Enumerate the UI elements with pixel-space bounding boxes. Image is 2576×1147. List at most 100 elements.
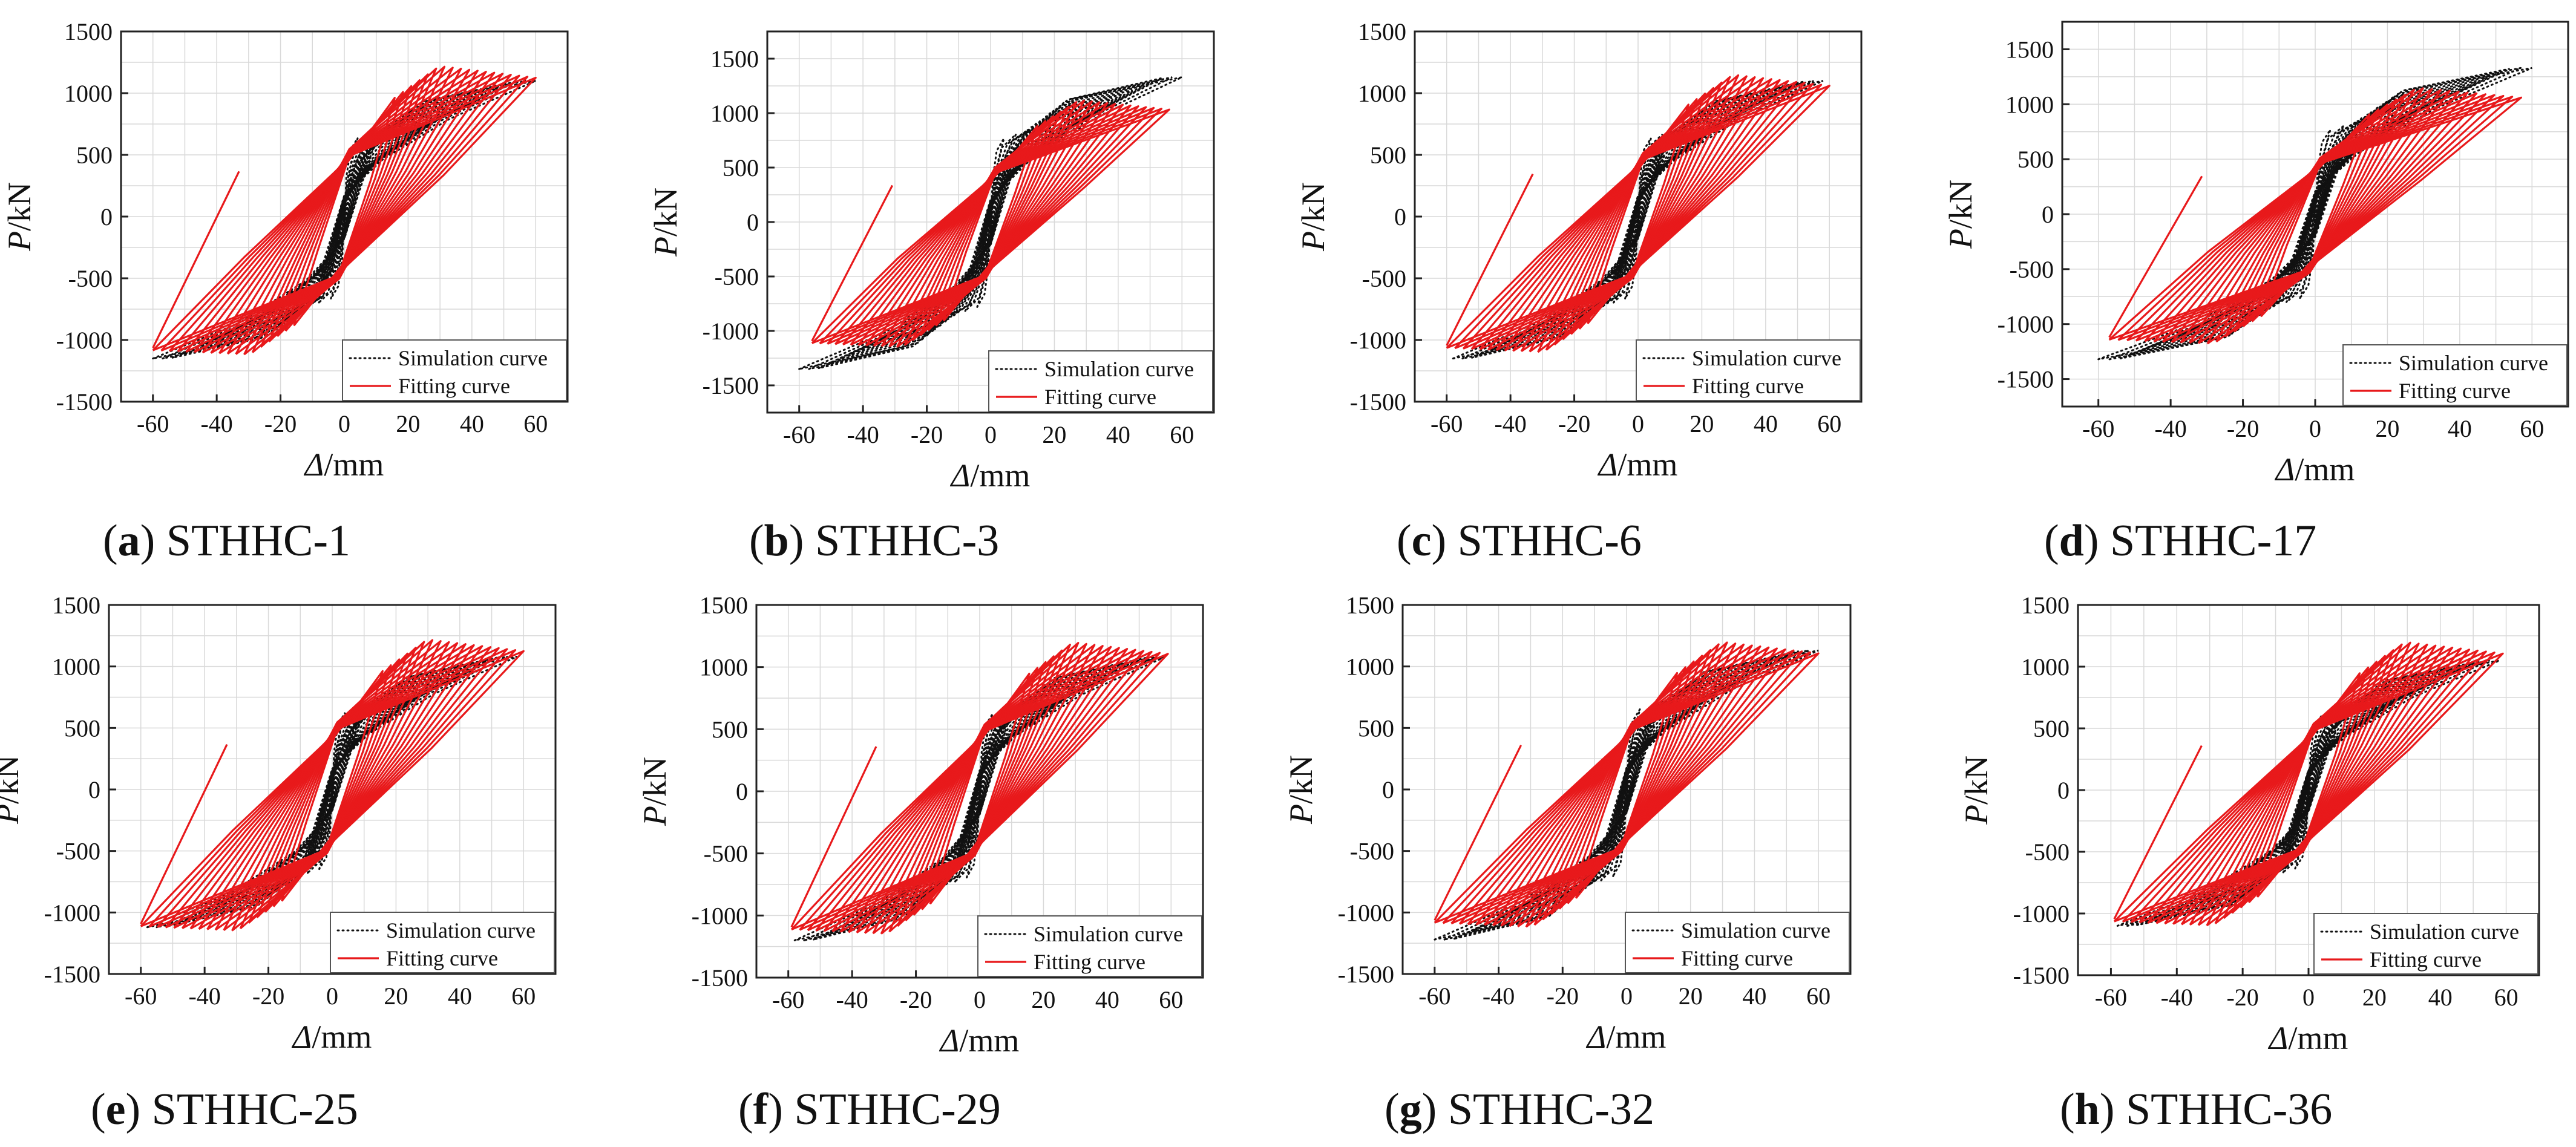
x-tick-label: 60 — [1170, 421, 1194, 448]
legend: Simulation curve Fitting curve — [988, 350, 1213, 412]
legend-simulation-label: Simulation curve — [1044, 357, 1194, 381]
legend-box — [2313, 913, 2538, 975]
y-axis-label: P/kN — [1283, 755, 1319, 825]
x-tick-label: -40 — [847, 421, 879, 448]
simulation-loop — [2136, 660, 2480, 926]
fitting-tail — [140, 743, 228, 924]
y-tick-label: -1500 — [44, 961, 100, 988]
y-tick-label: -500 — [704, 840, 748, 868]
panel-caption: (d) STHHC-17 — [2044, 516, 2316, 566]
y-tick-label: 500 — [723, 154, 759, 181]
panel-letter: d — [2059, 516, 2084, 566]
legend: Simulation curve Fitting curve — [342, 339, 567, 401]
x-tick-label: 20 — [2375, 415, 2399, 442]
axis-ticks: -60 -40 -20 0 20 40 60 -1500 -1000 -500 0 500 1000 15… — [56, 18, 548, 437]
simulation-loop — [2153, 80, 2477, 347]
fitting-loop — [1446, 85, 1830, 349]
x-axis-label: Δ/mm — [1598, 446, 1678, 483]
y-axis-unit: /kN — [1942, 180, 1979, 229]
legend-box — [1636, 339, 1861, 401]
fitting-tail — [790, 746, 877, 928]
x-tick-label: -60 — [137, 410, 169, 437]
curves — [140, 639, 525, 932]
y-tick-label: 500 — [1370, 142, 1406, 169]
simulation-loop — [1624, 137, 1652, 299]
fitting-tail — [1446, 173, 1534, 346]
x-tick-label: 60 — [1159, 986, 1183, 1013]
simulation-loop — [202, 92, 487, 347]
legend-simulation-label: Simulation curve — [2399, 351, 2548, 375]
y-tick-label: -1500 — [703, 372, 759, 399]
y-tick-label: -1000 — [1338, 899, 1394, 926]
y-axis-symbol: P — [637, 806, 673, 826]
fitting-loop — [811, 108, 1170, 344]
curves — [1434, 641, 1820, 941]
y-tick-label: -1000 — [703, 318, 759, 345]
panel-caption: (a) STHHC-1 — [103, 516, 350, 566]
x-axis-unit: /mm — [1606, 1019, 1666, 1055]
curves — [798, 76, 1182, 370]
simulation-loop — [1461, 80, 1814, 360]
x-tick-label: -20 — [2226, 984, 2258, 1011]
x-tick-label: 20 — [2362, 984, 2387, 1011]
panel-letter: a — [118, 516, 140, 566]
axis-ticks: -60 -40 -20 0 20 40 60 -1500 -1000 -500 0 500 1000 15… — [692, 592, 1184, 1013]
y-axis-symbol: P — [647, 237, 684, 257]
legend-fitting-label: Fitting curve — [386, 946, 498, 970]
x-tick-label: 60 — [511, 982, 536, 1010]
x-tick-label: -40 — [200, 410, 232, 437]
x-tick-label: 0 — [338, 410, 350, 437]
x-axis-unit: /mm — [959, 1022, 1019, 1059]
panel-caption: (g) STHHC-32 — [1385, 1085, 1654, 1134]
axis-ticks: -60 -40 -20 0 20 40 60 -1500 -1000 -500 0 500 1000 15… — [1998, 36, 2545, 442]
panel-letter: f — [753, 1085, 769, 1134]
x-tick-label: 20 — [1689, 410, 1714, 437]
x-tick-label: 40 — [2448, 415, 2472, 442]
panel-specimen: STHHC-6 — [1458, 516, 1642, 566]
simulation-loop — [284, 701, 379, 882]
y-tick-label: 1500 — [64, 18, 113, 45]
y-tick-label: 1000 — [710, 100, 759, 127]
x-axis-symbol: Δ — [1598, 446, 1618, 483]
legend-fitting-label: Fitting curve — [2370, 947, 2482, 972]
x-axis-unit: /mm — [1617, 446, 1677, 483]
simulation-loop — [2131, 71, 2499, 356]
x-tick-label: -60 — [1431, 410, 1463, 437]
y-tick-label: 0 — [1394, 203, 1406, 230]
x-tick-label: 40 — [1742, 982, 1766, 1010]
axis-ticks: -60 -40 -20 0 20 40 60 -1500 -1000 -500 0 500 1000 15… — [1350, 18, 1842, 437]
simulation-loop — [330, 137, 359, 299]
legend-simulation-label: Simulation curve — [2370, 920, 2519, 944]
legend-fitting-label: Fitting curve — [398, 374, 510, 398]
x-axis-label: Δ/mm — [1586, 1019, 1667, 1055]
panel-b: -60 -40 -20 0 20 40 60 -1500 -1000 -500 0 500 1000 15… — [647, 30, 1215, 566]
x-axis-unit: /mm — [970, 457, 1030, 494]
x-axis-unit: /mm — [312, 1019, 372, 1055]
y-tick-label: -500 — [2010, 256, 2054, 283]
x-tick-label: -20 — [264, 410, 297, 437]
fitting-loop — [152, 76, 537, 351]
y-axis-symbol: P — [1283, 804, 1319, 825]
simulation-loop — [871, 679, 1088, 916]
x-tick-label: -40 — [188, 982, 220, 1010]
fitting-loop — [790, 653, 1169, 930]
simulation-loop — [2249, 700, 2368, 885]
y-tick-label: 1000 — [2021, 653, 2070, 681]
x-tick-label: -20 — [1547, 982, 1579, 1010]
axis-ticks: -60 -40 -20 0 20 40 60 -1500 -1000 -500 0 500 1000 15… — [2013, 592, 2519, 1011]
y-axis-unit: /kN — [1283, 755, 1319, 804]
panel-letter: e — [106, 1085, 126, 1134]
x-tick-label: -60 — [783, 421, 815, 448]
y-tick-label: 1000 — [1346, 653, 1394, 681]
simulation-loop — [2299, 129, 2332, 299]
x-axis-label: Δ/mm — [939, 1022, 1020, 1059]
legend-simulation-label: Simulation curve — [1692, 346, 1841, 370]
x-tick-label: 40 — [1095, 986, 1119, 1013]
y-tick-label: 500 — [712, 716, 748, 743]
fitting-tail — [811, 185, 894, 342]
x-tick-label: 20 — [384, 982, 408, 1010]
x-tick-label: 0 — [985, 421, 997, 448]
x-tick-label: -60 — [125, 982, 157, 1010]
x-tick-label: 0 — [2302, 984, 2315, 1011]
y-axis-label: P/kN — [647, 188, 684, 257]
